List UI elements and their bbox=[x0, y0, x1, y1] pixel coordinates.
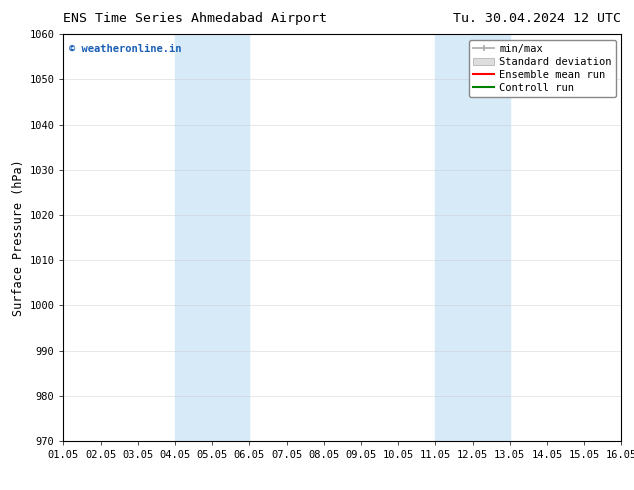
Legend: min/max, Standard deviation, Ensemble mean run, Controll run: min/max, Standard deviation, Ensemble me… bbox=[469, 40, 616, 97]
Text: Tu. 30.04.2024 12 UTC: Tu. 30.04.2024 12 UTC bbox=[453, 12, 621, 25]
Bar bbox=[436, 34, 510, 441]
Text: © weatheronline.in: © weatheronline.in bbox=[69, 45, 181, 54]
Text: ENS Time Series Ahmedabad Airport: ENS Time Series Ahmedabad Airport bbox=[63, 12, 327, 25]
Bar bbox=[175, 34, 249, 441]
Y-axis label: Surface Pressure (hPa): Surface Pressure (hPa) bbox=[12, 159, 25, 316]
